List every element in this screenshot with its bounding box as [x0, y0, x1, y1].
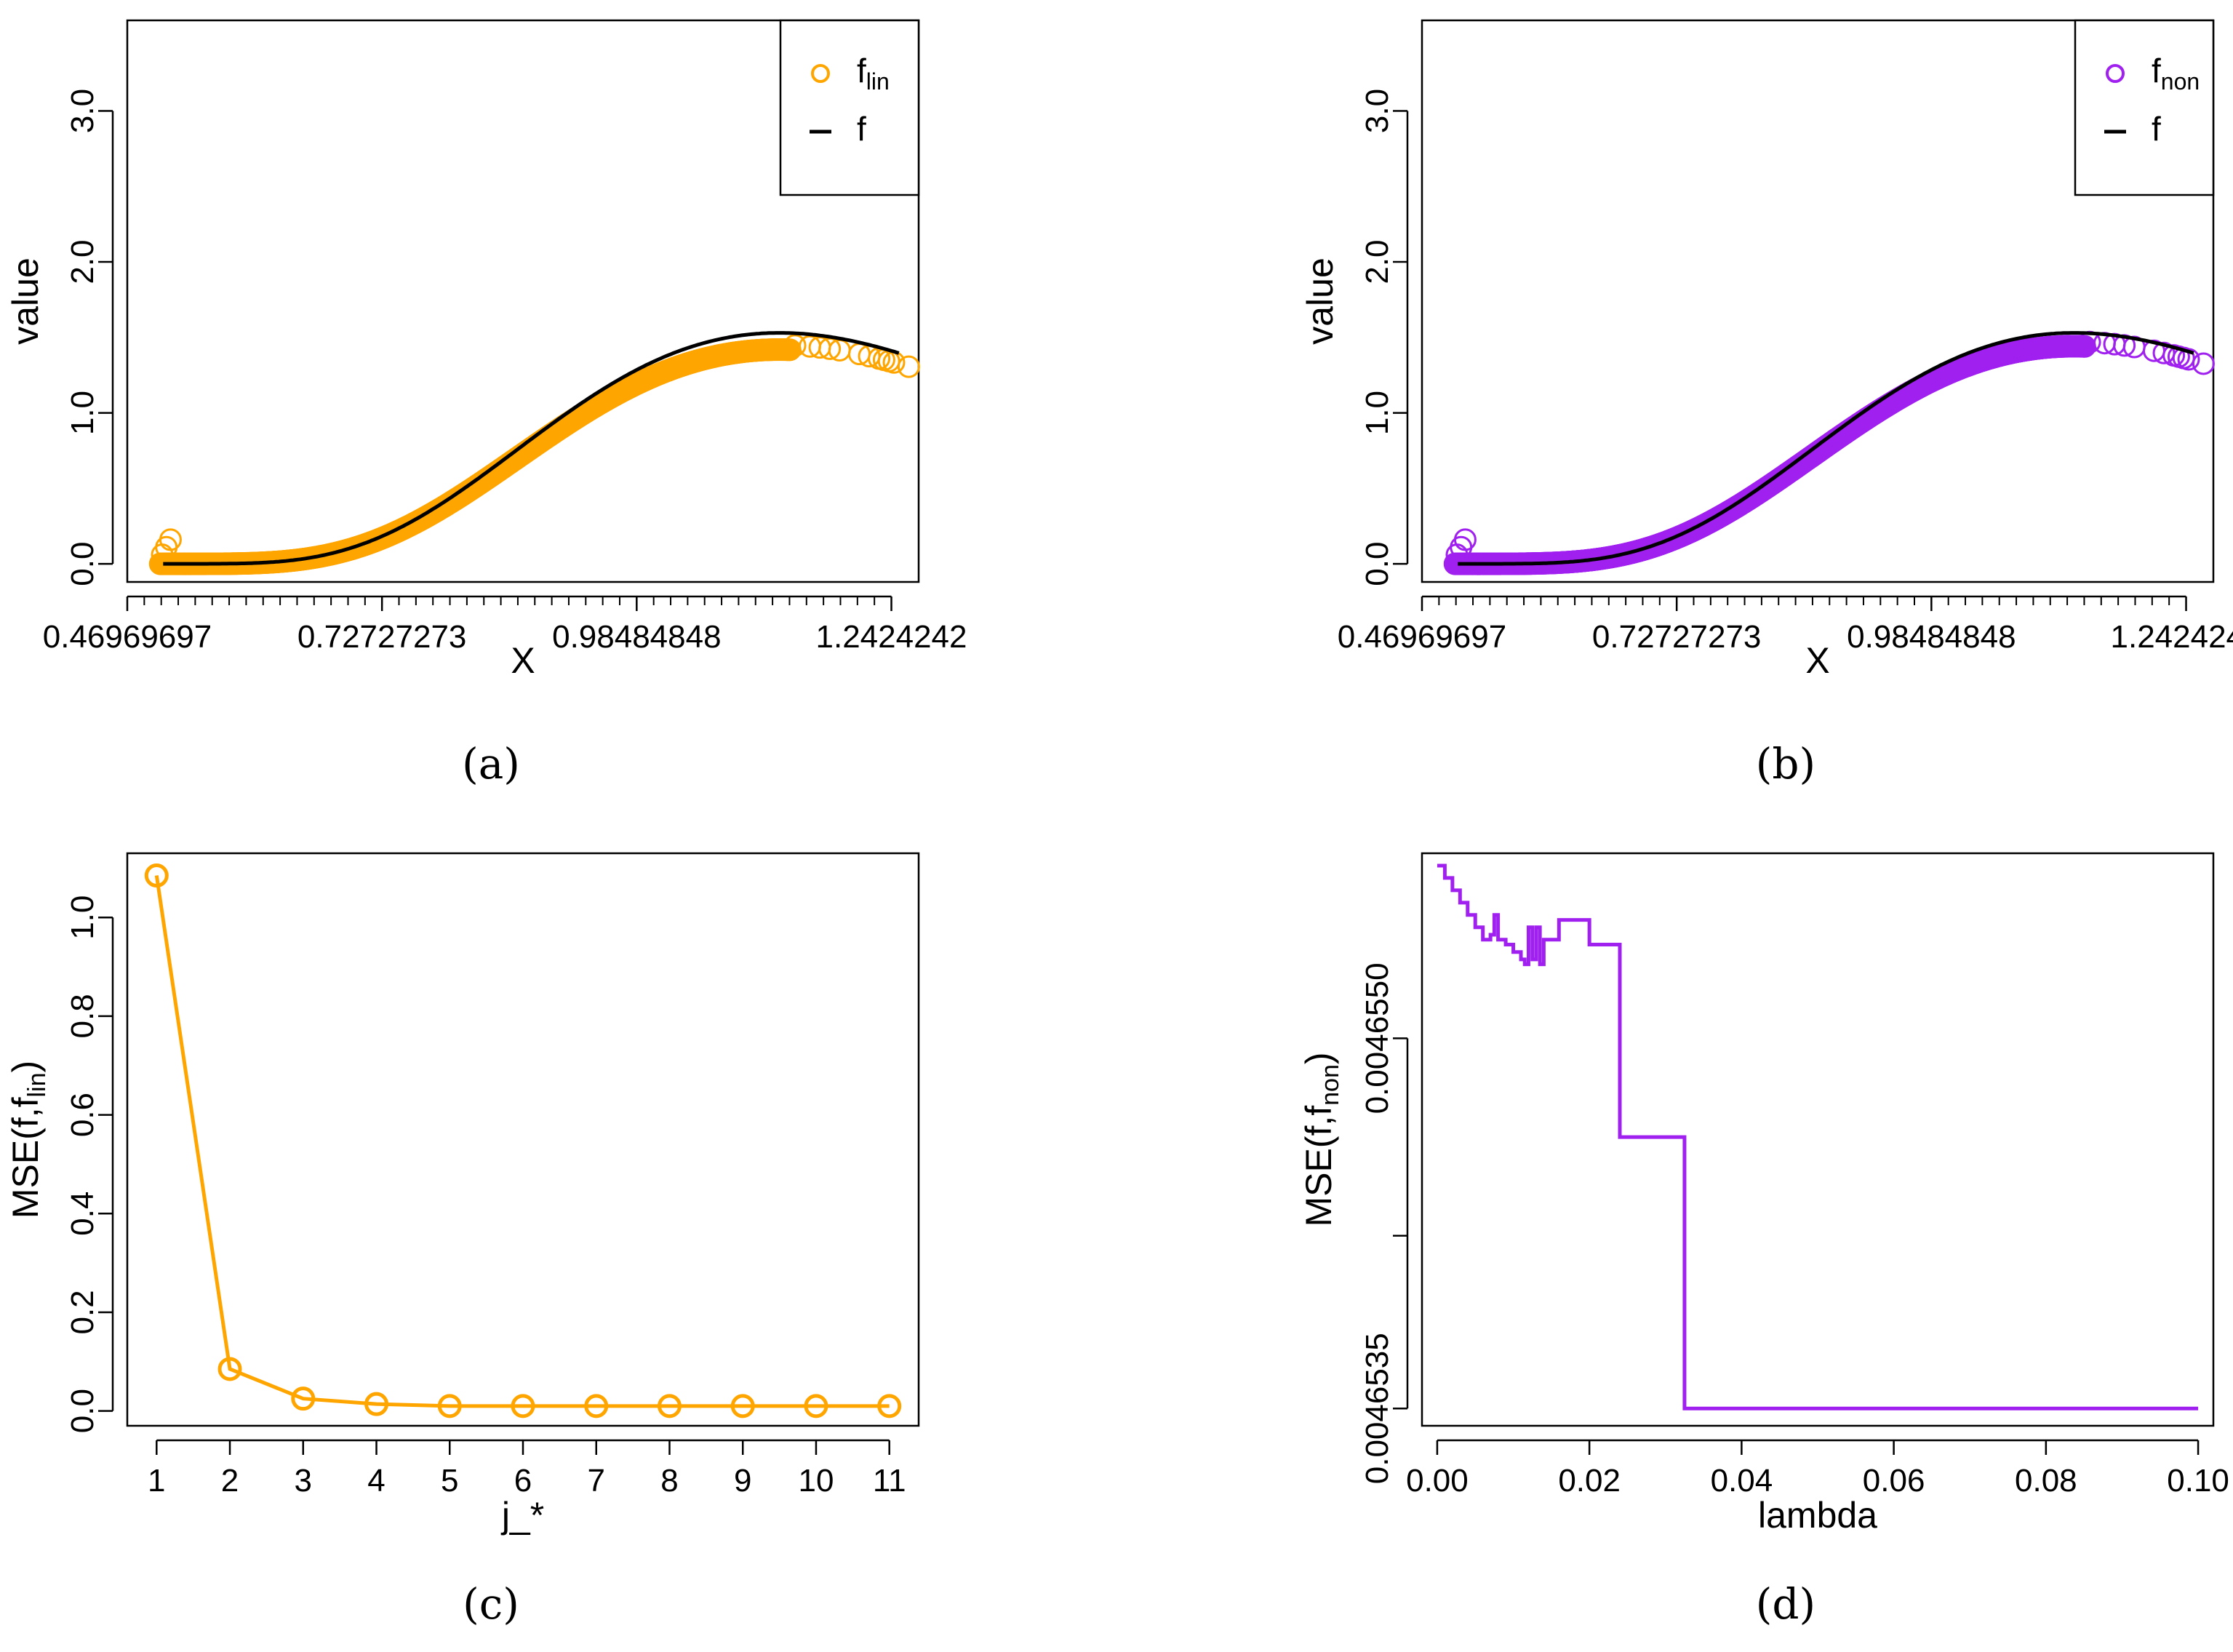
series-f-line — [163, 331, 900, 566]
x-tick-label: 1 — [148, 1463, 165, 1499]
series-f-line — [1458, 331, 2194, 566]
data-point — [897, 355, 920, 378]
legend-marker — [811, 64, 830, 83]
panel-caption: (a) — [462, 739, 520, 789]
x-tick-label: 0.02 — [1558, 1463, 1621, 1499]
x-tick-label: 0.72727273 — [297, 619, 466, 655]
legend: fnon f — [2074, 19, 2215, 196]
plot-frame — [1421, 19, 2215, 583]
data-point — [2192, 352, 2215, 375]
data-point — [730, 1394, 755, 1418]
legend-label: f — [857, 110, 866, 148]
y-tick-label: 3.0 — [1359, 89, 1395, 133]
x-axis-label: lambda — [1758, 1495, 1877, 1536]
x-tick-label: 0.46969697 — [43, 619, 212, 655]
y-tick-label: 0.6 — [65, 1093, 100, 1137]
x-tick-label: 0.72727273 — [1592, 619, 1761, 655]
chart-panel-a: 0.46969697 0.72727273 0.98484848 1.2424242 0… — [5, 19, 967, 789]
data-point — [804, 1394, 828, 1418]
x-tick-label: 8 — [660, 1463, 678, 1499]
series-line — [154, 875, 890, 1408]
legend-label: f — [2152, 110, 2161, 148]
data-point — [144, 863, 169, 888]
y-tick-label: 1.0 — [1359, 391, 1395, 435]
x-tick-label: 4 — [367, 1463, 385, 1499]
y-axis-label: MSE(f,flin) — [5, 1061, 51, 1218]
legend: flin f — [779, 19, 920, 196]
panel-caption: (c) — [463, 1579, 519, 1629]
y-tick-label: 0.0 — [65, 1389, 100, 1433]
y-tick-label: 0.8 — [65, 994, 100, 1038]
legend-box — [779, 19, 920, 196]
x-tick-label: 0.04 — [1711, 1463, 1773, 1499]
series-MSE(f,f_lin) — [144, 863, 902, 1418]
legend-box — [2074, 19, 2215, 196]
data-point — [584, 1394, 609, 1418]
data-point — [437, 1394, 462, 1418]
x-tick-label: 3 — [295, 1463, 312, 1499]
series-MSE(f,f_non) — [1437, 863, 2199, 1410]
y-tick-label: 1.0 — [65, 895, 100, 940]
x-tick-label: 0.98484848 — [552, 619, 721, 655]
data-point — [783, 334, 807, 357]
x-tick-label: 0.08 — [2015, 1463, 2077, 1499]
legend-label: flin — [857, 52, 890, 95]
y-tick-label: 3.0 — [65, 89, 100, 133]
data-point — [877, 1394, 902, 1418]
y-tick-label: 2.0 — [65, 239, 100, 284]
panel-caption: (b) — [1756, 739, 1815, 789]
x-tick-label: 7 — [587, 1463, 604, 1499]
data-point — [159, 528, 182, 551]
y-tick-label: 0.2 — [65, 1290, 100, 1334]
x-tick-label: 0.98484848 — [1847, 619, 2016, 655]
y-tick-label: 2.0 — [1359, 239, 1395, 284]
y-tick-label: 1.0 — [65, 391, 100, 435]
y-axis-label: value — [1300, 258, 1341, 345]
chart-panel-d: 0.00 0.02 0.04 0.06 0.08 0.10 0.0046535 0.00465… — [1298, 852, 2229, 1629]
plot-frame — [1421, 852, 2215, 1427]
panel-caption: (d) — [1756, 1579, 1815, 1629]
chart-panel-b: 0.46969697 0.72727273 0.98484848 1.2424242 0… — [1300, 19, 2233, 789]
y-tick-label: 0.0 — [65, 542, 100, 586]
data-point — [2177, 348, 2200, 371]
series-f_lin — [148, 334, 920, 575]
series-line — [1437, 863, 2199, 1410]
y-tick-label: 0.4 — [65, 1192, 100, 1236]
x-axis-label: X — [511, 640, 535, 681]
data-point — [1453, 528, 1477, 551]
x-tick-label: 1.2424242 — [816, 619, 967, 655]
y-axis-label: MSE(f,fnon) — [1298, 1052, 1344, 1226]
series-f_non — [1443, 330, 2215, 575]
x-tick-label: 6 — [514, 1463, 532, 1499]
x-tick-label: 0.00 — [1406, 1463, 1469, 1499]
legend-label: fnon — [2152, 52, 2200, 95]
legend-marker — [2106, 64, 2125, 83]
x-tick-label: 2 — [221, 1463, 239, 1499]
plot-frame — [126, 19, 920, 583]
x-tick-label: 5 — [441, 1463, 458, 1499]
data-point — [217, 1357, 242, 1381]
y-axis-label: value — [5, 258, 46, 345]
data-point — [657, 1394, 682, 1418]
x-axis-label: j_* — [500, 1495, 544, 1536]
y-tick-label: 0.0 — [1359, 542, 1395, 586]
x-tick-label: 11 — [873, 1463, 906, 1499]
data-point — [291, 1386, 316, 1411]
y-tick-label: 0.0046550 — [1359, 962, 1395, 1114]
x-tick-label: 1.2424242 — [2111, 619, 2233, 655]
x-tick-label: 0.06 — [1863, 1463, 1925, 1499]
x-tick-label: 9 — [734, 1463, 751, 1499]
plot-frame — [126, 852, 920, 1427]
x-tick-label: 0.46969697 — [1338, 619, 1506, 655]
chart-panel-c: 1 2 3 4 5 6 7 8 9 10 11 0.0 0.2 0.4 0.6 0.8 1.0 j_* MSE(f,… — [5, 852, 920, 1629]
x-tick-label: 10 — [798, 1463, 834, 1499]
y-tick-label: 0.0046535 — [1359, 1333, 1395, 1484]
x-axis-label: X — [1805, 640, 1829, 681]
x-tick-label: 0.10 — [2167, 1463, 2229, 1499]
data-point — [364, 1392, 389, 1416]
data-point — [511, 1394, 535, 1418]
